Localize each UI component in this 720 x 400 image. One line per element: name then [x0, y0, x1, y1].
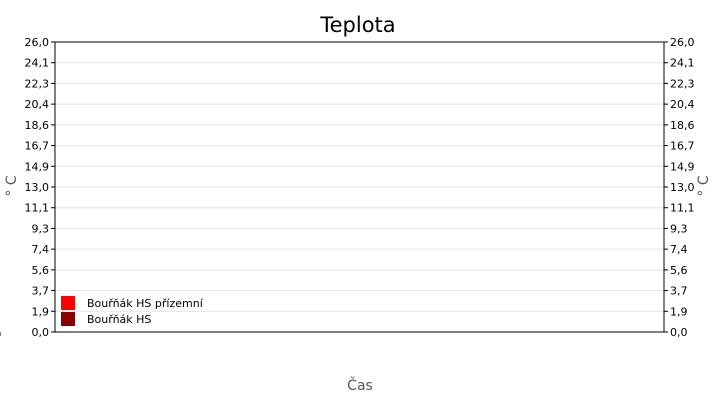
x-axis-label: Čas	[347, 376, 373, 394]
chart-title: Teplota	[319, 13, 395, 37]
y-tick-label-right: 11,1	[670, 202, 695, 215]
y-tick-label-right: 7,4	[670, 243, 688, 256]
y-tick-label-right: 9,3	[670, 222, 688, 235]
y-tick-label-left: 7,4	[32, 243, 50, 256]
y-tick-label-left: 16,7	[25, 140, 50, 153]
y-tick-label-left: 18,6	[25, 119, 50, 132]
y-tick-label-left: 0,0	[32, 326, 50, 339]
legend-label: Bouřňák HS přízemní	[87, 297, 204, 310]
y-tick-label-right: 13,0	[670, 181, 695, 194]
y-tick-label-left: 22,3	[25, 77, 50, 90]
y-tick-label-left: 1,9	[32, 305, 50, 318]
y-tick-label-right: 1,9	[670, 305, 688, 318]
y-tick-label-left: 14,9	[25, 160, 50, 173]
y-axis-right: 0,0 1,9 3,7 5,6 7,4 9,3 11,1 13,0 14,9 16,7 18,6 20…	[664, 36, 695, 339]
y-tick-label-right: 26,0	[670, 36, 695, 49]
y-tick-label-left: 3,7	[32, 285, 50, 298]
y-tick-label-left: 9,3	[32, 222, 50, 235]
y-tick-label-right: 16,7	[670, 140, 695, 153]
y-tick-label-right: 18,6	[670, 119, 695, 132]
y-tick-label-left: 11,1	[25, 202, 50, 215]
y-tick-label-right: 0,0	[670, 326, 688, 339]
y-tick-label-left: 13,0	[25, 181, 50, 194]
y-axis-left: 0,0 1,9 3,7 5,6 7,4 9,3 11,1 13,0 14,9 16,7 18,6 20…	[25, 36, 55, 339]
legend: Bouřňák HS přízemní Bouřňák HS	[61, 296, 204, 326]
y-axis-label-right: ° C	[696, 175, 712, 196]
y-tick-label-right: 3,7	[670, 285, 688, 298]
y-tick-label-left: 20,4	[25, 98, 50, 111]
y-axis-label-left: ° C	[4, 175, 20, 196]
legend-swatch	[61, 296, 75, 310]
y-tick-label-right: 5,6	[670, 264, 688, 277]
legend-label: Bouřňák HS	[87, 313, 151, 326]
y-tick-label-left: 26,0	[25, 36, 50, 49]
y-tick-label-left: 5,6	[32, 264, 50, 277]
y-tick-label-left: 24,1	[25, 57, 50, 70]
gridlines	[55, 62, 664, 312]
y-tick-label-right: 14,9	[670, 160, 695, 173]
y-tick-label-right: 22,3	[670, 77, 695, 90]
legend-swatch	[61, 312, 75, 326]
y-tick-label-right: 20,4	[670, 98, 695, 111]
y-tick-label-right: 24,1	[670, 57, 695, 70]
